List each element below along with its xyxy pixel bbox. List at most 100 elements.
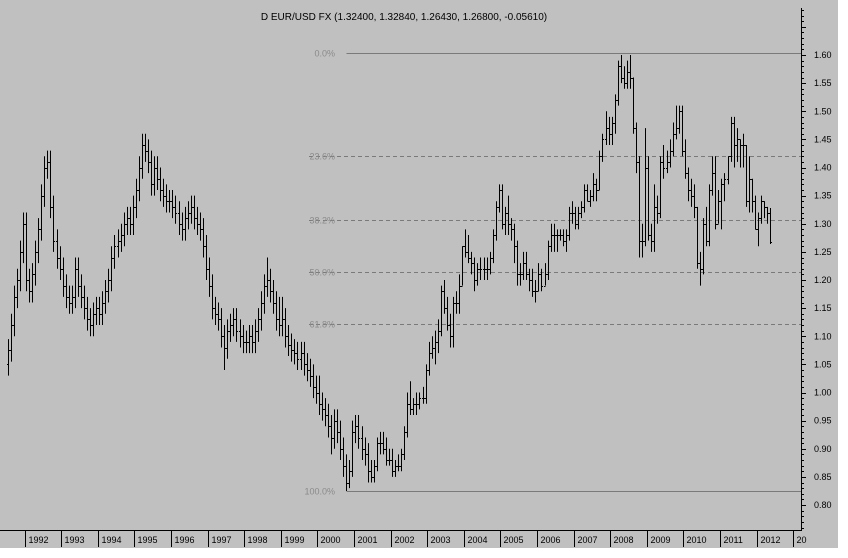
ohlc-bar [528,268,531,292]
ohlc-bar [577,206,580,230]
ohlc-bar [666,150,669,174]
ohlc-bar [711,156,714,196]
ohlc-bar [95,296,98,325]
ohlc-bar [766,206,769,224]
ohlc-bar [190,195,193,224]
ohlc-bar [65,274,68,309]
ohlc-bar [40,184,43,241]
ohlc-bar [644,128,647,247]
ohlc-bar [46,150,49,179]
ohlc-bar [379,431,382,455]
ohlc-bar [574,206,577,230]
ohlc-bar [662,145,665,179]
ohlc-bar [620,55,623,84]
y-tick-label: 1.35 [814,191,832,201]
ohlc-bar [235,308,238,342]
ohlc-bar [287,325,290,356]
ohlc-bar [220,308,223,348]
ohlc-bar [684,139,687,179]
ohlc-bar [565,229,568,252]
y-tick-label: 1.55 [814,78,832,88]
ohlc-bar [303,341,306,376]
ohlc-bar [275,291,278,331]
ohlc-bar [376,437,379,472]
ohlc-bar [537,263,540,292]
ohlc-bar [611,116,614,145]
ohlc-bar [278,296,281,337]
ohlc-bar [422,386,425,404]
ohlc-bar [434,330,437,365]
ohlc-bar [382,431,385,455]
ohlc-bar [348,460,351,489]
ohlc-bar [135,178,138,219]
ohlc-bar [385,437,388,466]
fib-label: 38.2% [309,216,335,226]
ohlc-bar [519,263,522,286]
ohlc-bar [531,268,534,297]
ohlc-bar [483,257,486,280]
x-tick-label: 1994 [102,535,122,545]
x-tick-label: 2007 [578,535,598,545]
ohlc-bar [101,291,104,325]
ohlc-bar [437,319,440,354]
ohlc-bar [669,139,672,168]
ohlc-bar [458,274,461,314]
ohlc-bar [586,184,589,202]
ohlc-bar [714,156,717,230]
ohlc-bar [92,302,95,337]
ohlc-bar [467,235,470,264]
ohlc-bar [144,133,147,162]
ohlc-bar [629,55,632,89]
plot-background [0,0,838,548]
fib-label: 50.0% [309,268,335,278]
ohlc-bar [293,339,296,365]
ohlc-bar [394,460,397,477]
ohlc-bar [25,212,28,292]
ohlc-bar [534,280,537,303]
ohlc-bar [174,195,177,224]
fibonacci-retracement: 0.0% 23.6% 38.2% 50.0% 61.8% 100.0% [304,49,801,497]
y-tick-label: 1.40 [814,163,832,173]
ohlc-bar [248,325,251,354]
ohlc-bar [178,201,181,235]
ohlc-bar [68,285,71,314]
ohlc-bar [132,195,135,235]
ohlc-bar [690,178,693,207]
ohlc-bar [495,201,498,241]
ohlc-bar [678,105,681,134]
x-tick-label: 2004 [468,535,488,545]
ohlc-bar [110,246,113,292]
ohlc-bar [19,240,22,292]
ohlc-bar [507,195,510,235]
ohlc-bar [345,454,348,491]
ohlc-bar [659,156,662,219]
ohlc-bar [150,150,153,196]
ohlc-bar [342,437,345,477]
ohlc-bar [165,184,168,213]
ohlc-bar [251,325,254,354]
ohlc-bar [211,274,214,320]
ohlc-bar [476,263,479,286]
ohlc-bar [98,296,101,325]
ohlc-bar [260,291,263,331]
ohlc-bar [723,173,726,202]
ohlc-bar [56,229,59,269]
fib-label: 61.8% [309,320,335,330]
ohlc-bar [351,420,354,477]
y-tick-label: 0.95 [814,416,832,426]
ohlc-bar [321,392,324,421]
ohlc-bar [202,218,205,258]
ohlc-bar [513,223,516,264]
ohlc-bar [257,308,260,342]
ohlc-bar [562,229,565,247]
ohlc-bar [120,223,123,252]
ohlc-bar [510,218,513,241]
ohlc-bar [354,415,357,444]
ohlc-bar [22,212,25,264]
x-tick-label: 1996 [175,535,195,545]
ohlc-bar [672,122,675,157]
ohlc-bar [702,218,705,275]
ohlc-bar [598,150,601,191]
ohlc-bar [339,420,342,460]
y-tick-label: 1.50 [814,106,832,116]
